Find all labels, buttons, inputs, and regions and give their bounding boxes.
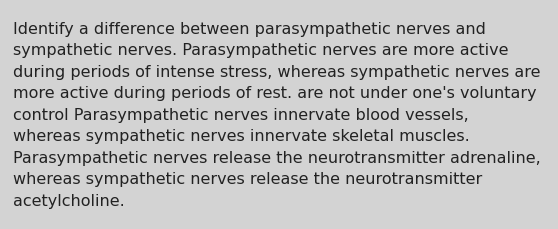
Text: whereas sympathetic nerves innervate skeletal muscles.: whereas sympathetic nerves innervate ske… [13,129,470,144]
Text: during periods of intense stress, whereas sympathetic nerves are: during periods of intense stress, wherea… [13,65,541,80]
Text: control Parasympathetic nerves innervate blood vessels,: control Parasympathetic nerves innervate… [13,108,469,123]
Text: sympathetic nerves. Parasympathetic nerves are more active: sympathetic nerves. Parasympathetic nerv… [13,43,508,58]
Text: whereas sympathetic nerves release the neurotransmitter: whereas sympathetic nerves release the n… [13,172,482,187]
Text: Parasympathetic nerves release the neurotransmitter adrenaline,: Parasympathetic nerves release the neuro… [13,150,541,165]
Text: more active during periods of rest. are not under one's voluntary: more active during periods of rest. are … [13,86,537,101]
Text: acetylcholine.: acetylcholine. [13,193,125,208]
Text: Identify a difference between parasympathetic nerves and: Identify a difference between parasympat… [13,22,486,37]
